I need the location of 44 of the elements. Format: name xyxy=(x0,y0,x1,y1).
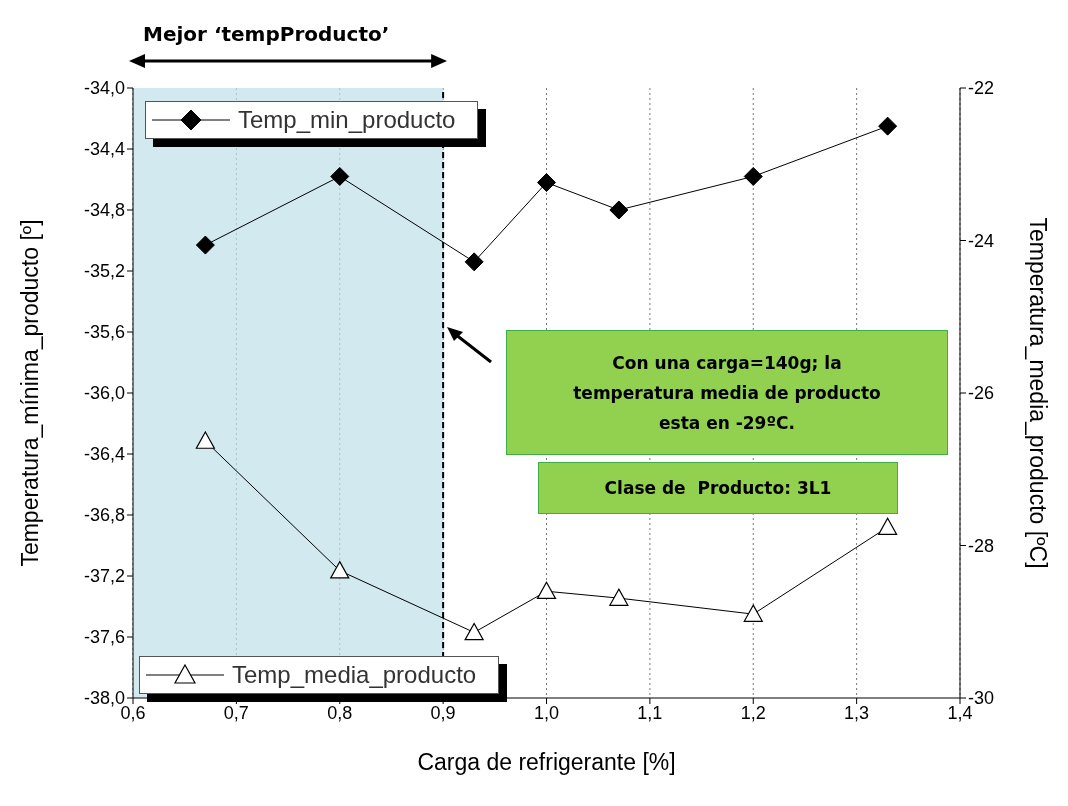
x-tick-label: 0,7 xyxy=(223,702,249,723)
text-box: Clase de Producto: 3L1 xyxy=(538,462,898,514)
y2-axis-title: Temperatura_media_producto [ºC] xyxy=(1024,217,1051,569)
point xyxy=(609,200,629,220)
x-tick-label: 1,1 xyxy=(637,702,663,723)
y-axis-title: Temperatura_mínima_producto [º] xyxy=(17,219,44,567)
point xyxy=(743,604,763,622)
point xyxy=(330,561,350,579)
y2-tick-label: -24 xyxy=(968,230,995,251)
point xyxy=(464,252,484,272)
point xyxy=(195,431,215,449)
x-axis-title: Carga de refrigerante [%] xyxy=(417,749,676,775)
point xyxy=(878,116,898,136)
y-tick-label: -34,0 xyxy=(83,78,125,99)
band-label: Mejor ‘tempProducto’ xyxy=(143,22,390,46)
y-tick-label: -35,6 xyxy=(83,322,125,343)
point xyxy=(536,581,557,600)
point xyxy=(609,588,629,606)
x-tick-label: 1,3 xyxy=(844,702,870,723)
y-tick-label: -36,8 xyxy=(83,505,125,526)
y-tick-label: -35,2 xyxy=(83,261,125,282)
x-tick-label: 1,0 xyxy=(533,702,560,723)
point xyxy=(743,166,763,186)
y-tick-label: -37,6 xyxy=(83,627,125,648)
y2-tick-label: -28 xyxy=(968,535,995,556)
y2-tick-label: -26 xyxy=(968,383,995,404)
point xyxy=(537,173,556,193)
point xyxy=(330,166,350,186)
x-tick-label: 0,9 xyxy=(430,702,456,723)
point xyxy=(464,622,484,641)
y-tick-label: -36,0 xyxy=(83,383,125,404)
x-tick-label: 1,4 xyxy=(947,702,973,723)
y-tick-label: -36,4 xyxy=(83,444,125,465)
y2-tick-label: -22 xyxy=(968,78,995,99)
point xyxy=(195,235,215,255)
y-tick-label: -34,4 xyxy=(83,139,125,160)
legend-label: Temp_media_producto xyxy=(232,661,477,689)
legend-label: Temp_min_producto xyxy=(238,106,456,134)
x-tick-label: 1,2 xyxy=(740,702,766,723)
y-tick-label: -37,2 xyxy=(83,566,125,587)
text-box: Con una carga=140g; la temperatura media de producto esta en -29ºC. xyxy=(506,330,948,455)
point xyxy=(878,517,898,535)
x-tick-label: 0,8 xyxy=(327,702,353,723)
y-tick-label: -34,8 xyxy=(83,200,125,221)
